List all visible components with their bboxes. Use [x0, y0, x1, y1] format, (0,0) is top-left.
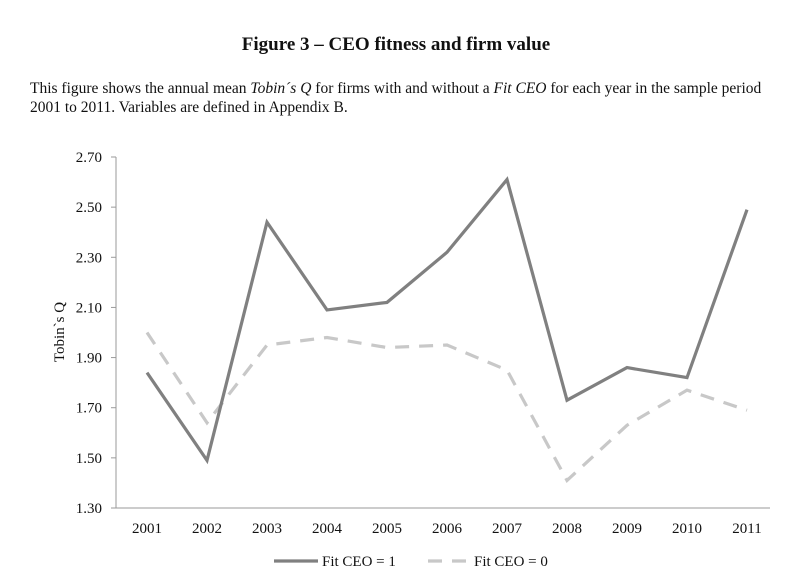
series-line-0: [145, 176, 749, 465]
legend-label-1: Fit CEO = 0: [474, 554, 548, 570]
caption-part-1: Tobin´s Q: [250, 80, 312, 97]
x-tick-label-9: 2010: [672, 521, 702, 537]
y-axis: 1.30 1.50 1.70 1.90 2.10 2.30 2.50 2.70 Tobin`s …: [52, 150, 117, 517]
x-tick-label-3: 2004: [312, 521, 343, 537]
y-tick-label-4: 2.10: [76, 300, 102, 316]
caption-part-0: This figure shows the annual mean: [30, 80, 251, 97]
legend-label-0: Fit CEO = 1: [322, 554, 396, 570]
legend: Fit CEO = 1 Fit CEO = 0: [274, 554, 548, 570]
x-tick-label-7: 2008: [552, 521, 582, 537]
figure-title: Figure 3 – CEO fitness and firm value: [241, 34, 551, 55]
x-tick-label-4: 2005: [372, 521, 402, 537]
figure-caption: This figure shows the annual mean Tobin´…: [30, 79, 782, 117]
x-tick-label-10: 2011: [732, 521, 761, 537]
y-tick-label-6: 2.50: [76, 200, 102, 216]
x-tick-label-6: 2007: [492, 521, 523, 537]
y-tick-label-3: 1.90: [76, 351, 102, 367]
y-tick-label-0: 1.30: [76, 501, 102, 517]
y-tick-label-1: 1.50: [76, 451, 102, 467]
y-tick-label-2: 1.70: [76, 401, 102, 417]
y-tick-label-5: 2.30: [76, 250, 102, 266]
x-axis: 2001 2002 2003 2004 2005 2006 2007 2008 2009 2010…: [116, 507, 770, 537]
caption-part-4: for each year in the sample period 2001 …: [30, 80, 762, 116]
y-tick-label-7: 2.70: [76, 150, 102, 166]
y-axis-label: Tobin`s Q: [52, 302, 68, 362]
series-lines: [145, 176, 749, 483]
series-line-1: [145, 331, 748, 483]
x-tick-label-2: 2003: [252, 521, 282, 537]
x-tick-label-8: 2009: [612, 521, 642, 537]
x-tick-label-1: 2002: [192, 521, 222, 537]
caption-part-2: for firms with and without a: [311, 80, 494, 97]
caption-part-3: Fit CEO: [493, 80, 547, 97]
x-tick-label-5: 2006: [432, 521, 463, 537]
x-tick-label-0: 2001: [132, 521, 162, 537]
